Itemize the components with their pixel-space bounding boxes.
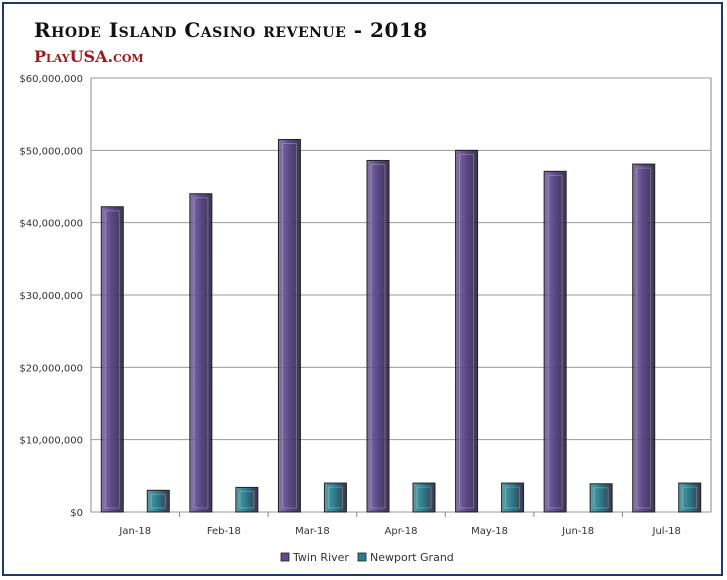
x-tick-label: Apr-18 xyxy=(385,526,418,537)
x-tick-label: Jun-18 xyxy=(561,526,594,537)
legend-swatch xyxy=(280,552,290,562)
y-tick-label: $20,000,000 xyxy=(19,363,83,374)
bar-twin-river-jun-18 xyxy=(543,170,567,513)
y-tick-label: $0 xyxy=(70,508,83,519)
x-tick-label: Jul-18 xyxy=(652,526,681,537)
y-tick-label: $60,000,000 xyxy=(19,74,83,85)
bar-newport-grand-may-18 xyxy=(501,482,525,513)
x-tick-label: Mar-18 xyxy=(295,526,330,537)
bar-newport-grand-jun-18 xyxy=(589,483,613,513)
x-tick-label: Jan-18 xyxy=(118,526,151,537)
y-tick-label: $50,000,000 xyxy=(19,146,83,157)
x-tick-label: Feb-18 xyxy=(207,526,241,537)
y-tick-label: $40,000,000 xyxy=(19,219,83,230)
bar-twin-river-apr-18 xyxy=(366,159,390,513)
grid-lines xyxy=(90,77,712,513)
bar-twin-river-jan-18 xyxy=(100,206,124,513)
bar-twin-river-may-18 xyxy=(455,149,479,513)
bars xyxy=(100,138,702,513)
y-axis-ticks: $0 $10,000,000 $20,000,000 $30,000,000 $40,0… xyxy=(19,74,83,519)
bar-twin-river-mar-18 xyxy=(277,138,301,513)
legend: Twin River Newport Grand xyxy=(280,551,454,564)
bar-twin-river-feb-18 xyxy=(189,193,213,513)
bar-newport-grand-jul-18 xyxy=(678,482,702,513)
y-tick-label: $30,000,000 xyxy=(19,291,83,302)
x-axis-ticks: Jan-18 Feb-18 Mar-18 Apr-18 May-18 Jun-18 Jul-… xyxy=(118,512,681,537)
legend-label: Newport Grand xyxy=(370,551,454,564)
bar-newport-grand-feb-18 xyxy=(235,486,259,513)
legend-label: Twin River xyxy=(292,551,349,564)
bar-newport-grand-mar-18 xyxy=(323,482,347,513)
brand-subtitle: PlayUSA.com xyxy=(34,47,144,66)
bar-newport-grand-jan-18 xyxy=(146,489,170,513)
y-tick-label: $10,000,000 xyxy=(19,436,83,447)
bar-twin-river-jul-18 xyxy=(632,163,656,513)
legend-swatch xyxy=(357,552,367,562)
chart-title: Rhode Island Casino revenue - 2018 xyxy=(34,18,428,42)
bar-newport-grand-apr-18 xyxy=(412,482,436,513)
x-tick-label: May-18 xyxy=(471,526,508,537)
